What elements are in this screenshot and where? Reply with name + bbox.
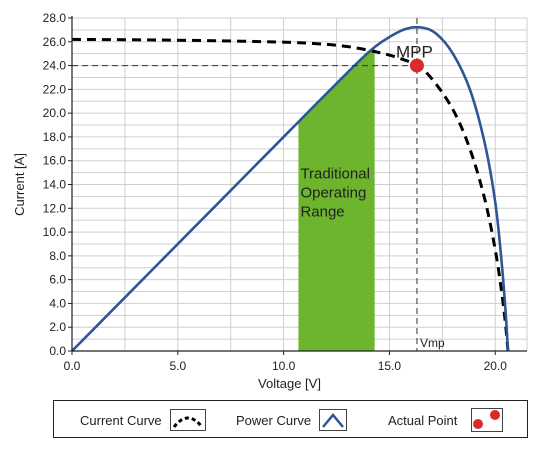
- y-tick-label: 4.0: [49, 296, 66, 310]
- legend-label: Power Curve: [236, 412, 312, 428]
- dashed-arch-icon: [169, 409, 206, 431]
- y-tick-label: 0.0: [49, 344, 66, 358]
- x-tick-label: 10.0: [272, 359, 296, 373]
- legend-label: Current Curve: [80, 412, 162, 428]
- y-tick-label: 16.0: [43, 154, 67, 168]
- legend-label: Actual Point: [388, 412, 458, 428]
- y-tick-label: 22.0: [43, 82, 67, 96]
- y-tick-label: 6.0: [49, 273, 66, 287]
- mpp-point: [409, 58, 424, 73]
- y-tick-label: 10.0: [43, 225, 67, 239]
- legend: Current Curve Power Curve Actual Point: [53, 400, 528, 438]
- operating-range-label: Range: [300, 204, 344, 221]
- y-axis-label: Current [A]: [12, 153, 27, 216]
- red-point-icon: [471, 408, 504, 432]
- y-tick-label: 26.0: [43, 35, 67, 49]
- y-tick-label: 14.0: [43, 178, 67, 192]
- x-tick-label: 20.0: [484, 359, 508, 373]
- power-curve-line: [71, 25, 510, 352]
- y-tick-label: 2.0: [49, 320, 66, 334]
- operating-range-band: [298, 47, 375, 351]
- y-tick-label: 8.0: [49, 249, 66, 263]
- y-tick-label: 18.0: [43, 130, 67, 144]
- vmp-label: Vmp: [420, 336, 445, 350]
- solid-arch-icon: [319, 409, 348, 431]
- y-tick-label: 12.0: [43, 201, 67, 215]
- tick-labels: 0.0 2.0 4.0 6.0 8.0 10.0 12.0 14.0 16.0 18.0 20.0 2…: [43, 11, 508, 373]
- axes: [68, 16, 527, 355]
- mpp-label: MPP: [396, 43, 433, 62]
- mpp-layer: MPP Vmp: [72, 18, 445, 351]
- operating-range-label: Traditional: [300, 166, 369, 183]
- operating-range-label: Operating: [300, 185, 366, 202]
- legend-item-power-curve: Power Curve: [236, 401, 348, 439]
- operating-range: Traditional Operating Range: [298, 47, 375, 351]
- y-tick-label: 28.0: [43, 11, 67, 25]
- y-tick-label: 20.0: [43, 106, 67, 120]
- x-axis-label: Voltage [V]: [258, 376, 321, 391]
- x-tick-label: 0.0: [64, 359, 81, 373]
- chart: Traditional Operating Range MPP Vmp 0.0 2.0 4…: [12, 11, 528, 391]
- y-tick-label: 24.0: [43, 59, 67, 73]
- legend-item-current-curve: Current Curve: [80, 401, 206, 439]
- x-tick-label: 5.0: [169, 359, 186, 373]
- legend-item-actual-point: Actual Point: [388, 401, 504, 439]
- x-tick-label: 15.0: [378, 359, 402, 373]
